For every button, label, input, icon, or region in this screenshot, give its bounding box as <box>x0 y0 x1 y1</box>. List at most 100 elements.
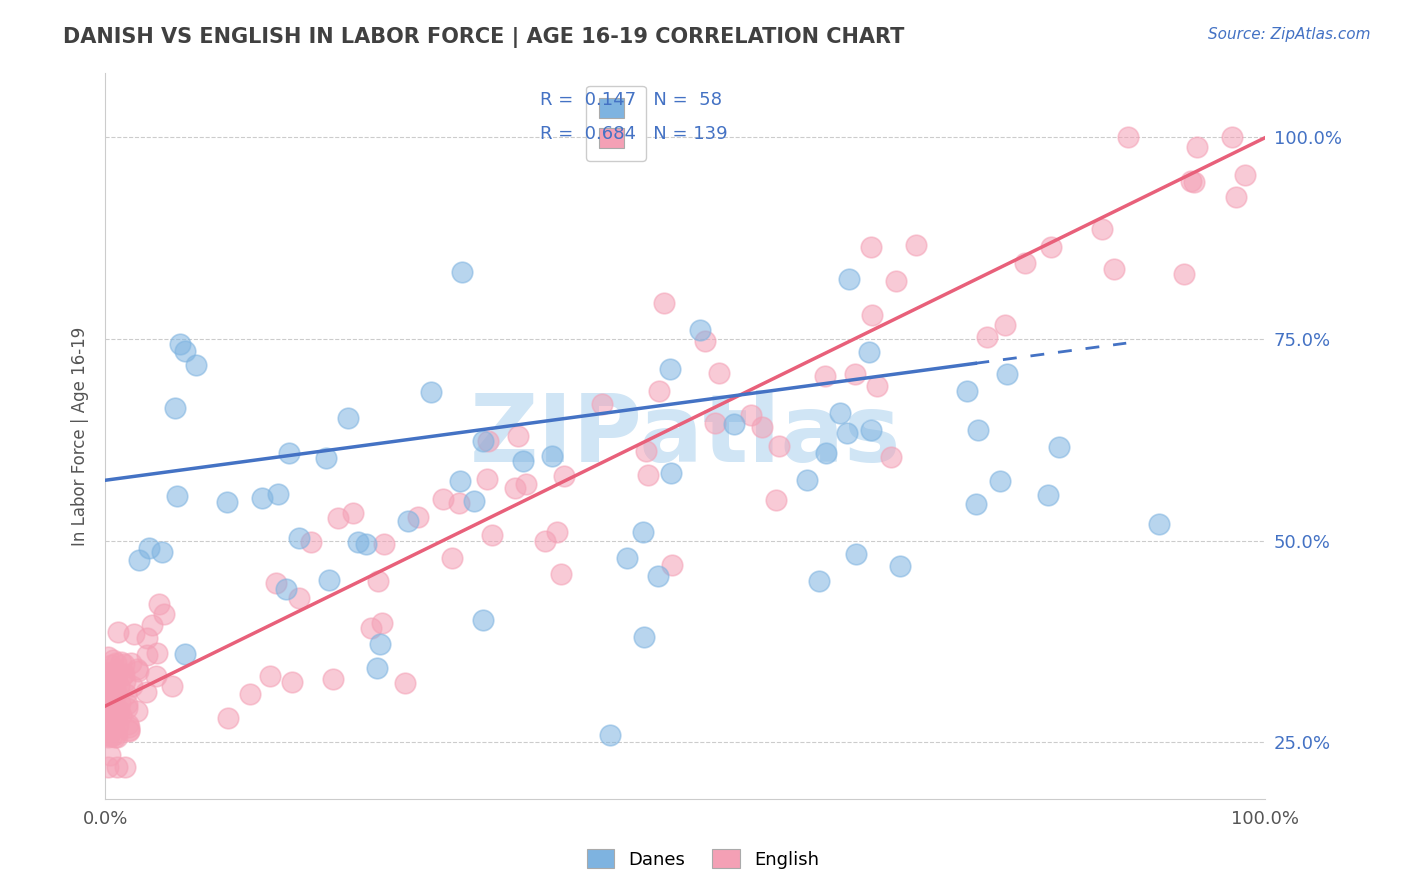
Point <box>904 238 927 252</box>
Point <box>98 704 121 718</box>
Point <box>104 687 127 701</box>
Text: DANISH VS ENGLISH IN LABOR FORCE | AGE 16-19 CORRELATION CHART: DANISH VS ENGLISH IN LABOR FORCE | AGE 1… <box>63 27 904 48</box>
Point <box>512 453 534 467</box>
Point <box>105 669 128 683</box>
Point <box>1040 240 1063 254</box>
Point <box>103 688 125 702</box>
Point <box>141 617 163 632</box>
Point <box>315 450 337 465</box>
Point <box>966 423 988 437</box>
Point <box>337 411 360 425</box>
Point <box>96 730 118 744</box>
Point <box>591 397 613 411</box>
Point <box>723 417 745 432</box>
Point <box>550 566 572 581</box>
Point <box>105 759 128 773</box>
Point <box>652 296 675 310</box>
Point <box>104 667 127 681</box>
Point <box>515 477 537 491</box>
Point <box>837 425 859 440</box>
Point <box>107 703 129 717</box>
Point <box>117 717 139 731</box>
Point <box>447 496 470 510</box>
Point <box>976 330 998 344</box>
Point <box>347 534 370 549</box>
Point <box>163 401 186 416</box>
Point <box>103 681 125 696</box>
Point <box>740 408 762 422</box>
Point <box>440 551 463 566</box>
Point <box>100 670 122 684</box>
Point <box>1182 175 1205 189</box>
Point <box>814 446 837 460</box>
Point <box>125 662 148 676</box>
Point <box>100 697 122 711</box>
Point <box>648 384 671 399</box>
Point <box>659 362 682 376</box>
Point <box>367 574 389 588</box>
Point <box>112 667 135 681</box>
Point <box>471 614 494 628</box>
Point <box>463 493 485 508</box>
Point <box>830 406 852 420</box>
Point <box>477 434 499 449</box>
Point <box>160 679 183 693</box>
Point <box>860 240 883 254</box>
Point <box>844 367 866 381</box>
Point <box>107 624 129 639</box>
Point <box>1185 140 1208 154</box>
Point <box>96 665 118 680</box>
Point <box>107 718 129 732</box>
Point <box>449 474 471 488</box>
Point <box>807 574 830 588</box>
Point <box>328 511 350 525</box>
Point <box>127 704 149 718</box>
Point <box>394 675 416 690</box>
Point <box>631 524 654 539</box>
Point <box>342 506 364 520</box>
Point <box>101 681 124 695</box>
Point <box>174 343 197 358</box>
Point <box>318 573 340 587</box>
Point <box>128 553 150 567</box>
Point <box>765 493 787 508</box>
Point <box>145 669 167 683</box>
Point <box>880 450 903 464</box>
Point <box>616 551 638 566</box>
Point <box>278 446 301 460</box>
Point <box>104 673 127 687</box>
Point <box>368 637 391 651</box>
Point <box>299 535 322 549</box>
Point <box>281 675 304 690</box>
Point <box>884 274 907 288</box>
Point <box>184 358 207 372</box>
Point <box>250 491 273 505</box>
Point <box>553 469 575 483</box>
Point <box>360 621 382 635</box>
Point <box>114 759 136 773</box>
Point <box>104 665 127 679</box>
Point <box>108 679 131 693</box>
Text: Source: ZipAtlas.com: Source: ZipAtlas.com <box>1208 27 1371 42</box>
Point <box>637 468 659 483</box>
Point <box>287 531 309 545</box>
Point <box>174 647 197 661</box>
Point <box>995 368 1018 382</box>
Point <box>599 728 621 742</box>
Point <box>1116 130 1139 145</box>
Point <box>135 684 157 698</box>
Point <box>96 728 118 742</box>
Point <box>111 667 134 681</box>
Point <box>709 366 731 380</box>
Point <box>166 489 188 503</box>
Point <box>1180 174 1202 188</box>
Point <box>98 709 121 723</box>
Text: R =  0.684   N = 139: R = 0.684 N = 139 <box>540 125 728 144</box>
Legend: Danes, English: Danes, English <box>579 842 827 876</box>
Point <box>451 265 474 279</box>
Point <box>419 384 441 399</box>
Point <box>689 323 711 337</box>
Y-axis label: In Labor Force | Age 16-19: In Labor Force | Age 16-19 <box>72 326 89 546</box>
Point <box>97 710 120 724</box>
Point <box>107 705 129 719</box>
